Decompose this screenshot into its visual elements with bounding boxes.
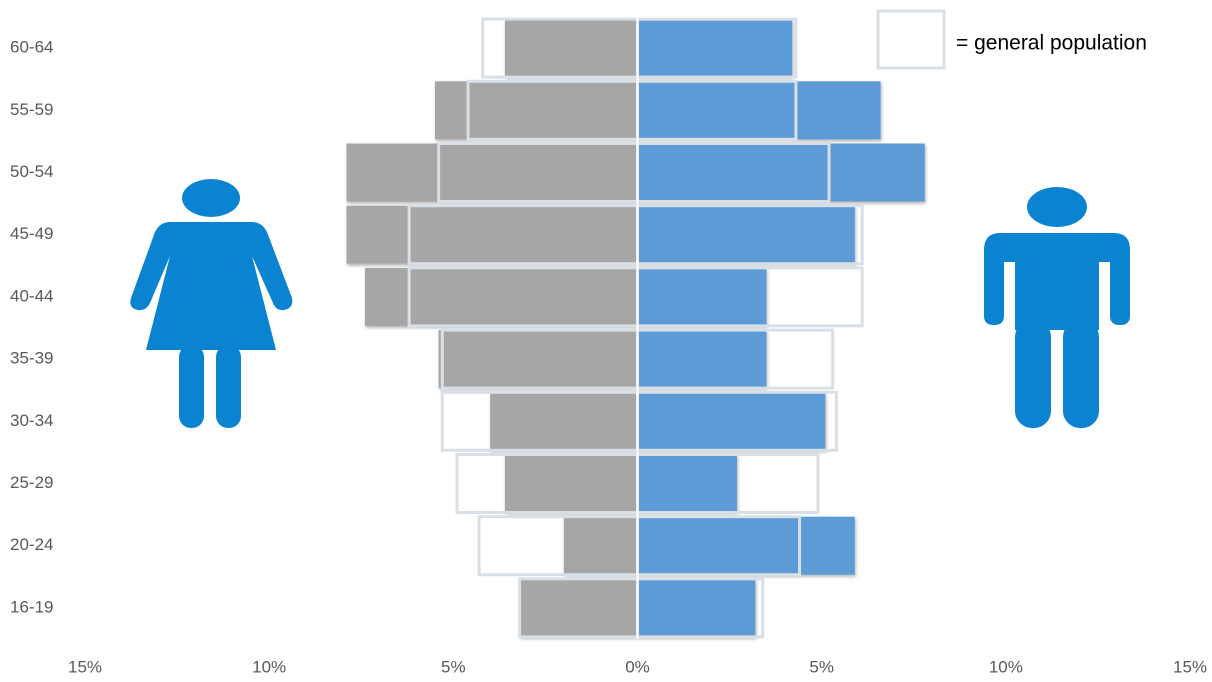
bar bbox=[637, 392, 826, 451]
bar bbox=[504, 19, 638, 78]
legend-swatch bbox=[876, 9, 946, 70]
bar bbox=[434, 81, 638, 140]
bar bbox=[637, 330, 767, 389]
bar bbox=[364, 267, 638, 326]
bar bbox=[637, 143, 925, 202]
x-tick-label: 5% bbox=[809, 657, 834, 676]
y-tick-label: 60-64 bbox=[10, 38, 53, 57]
bar bbox=[346, 143, 638, 202]
bar bbox=[637, 516, 855, 575]
y-tick-label: 16-19 bbox=[10, 597, 53, 616]
x-tick-label: 15% bbox=[1173, 657, 1207, 676]
bar bbox=[637, 19, 793, 78]
bar bbox=[637, 205, 855, 264]
x-tick-label: 15% bbox=[68, 657, 102, 676]
bar bbox=[637, 81, 881, 140]
y-tick-label: 20-24 bbox=[10, 535, 53, 554]
bar bbox=[438, 330, 638, 389]
x-tick-label: 0% bbox=[625, 657, 650, 676]
x-tick-label: 10% bbox=[252, 657, 286, 676]
bar bbox=[637, 267, 767, 326]
y-tick-label: 30-34 bbox=[10, 411, 53, 430]
bar bbox=[637, 454, 737, 513]
x-tick-label: 10% bbox=[989, 657, 1023, 676]
male-icon bbox=[984, 187, 1130, 428]
bar bbox=[490, 392, 638, 451]
x-tick-label: 5% bbox=[441, 657, 466, 676]
legend-label: = general population bbox=[956, 32, 1147, 55]
y-tick-label: 50-54 bbox=[10, 162, 53, 181]
bar bbox=[563, 516, 638, 575]
y-tick-label: 45-49 bbox=[10, 224, 53, 243]
y-tick-label: 25-29 bbox=[10, 473, 53, 492]
female-icon bbox=[130, 179, 293, 428]
bar bbox=[504, 454, 638, 513]
y-tick-label: 35-39 bbox=[10, 349, 53, 368]
y-tick-label: 55-59 bbox=[10, 100, 53, 119]
bar bbox=[519, 578, 638, 637]
y-tick-label: 40-44 bbox=[10, 286, 53, 305]
bar bbox=[346, 205, 638, 264]
bar bbox=[637, 578, 756, 637]
